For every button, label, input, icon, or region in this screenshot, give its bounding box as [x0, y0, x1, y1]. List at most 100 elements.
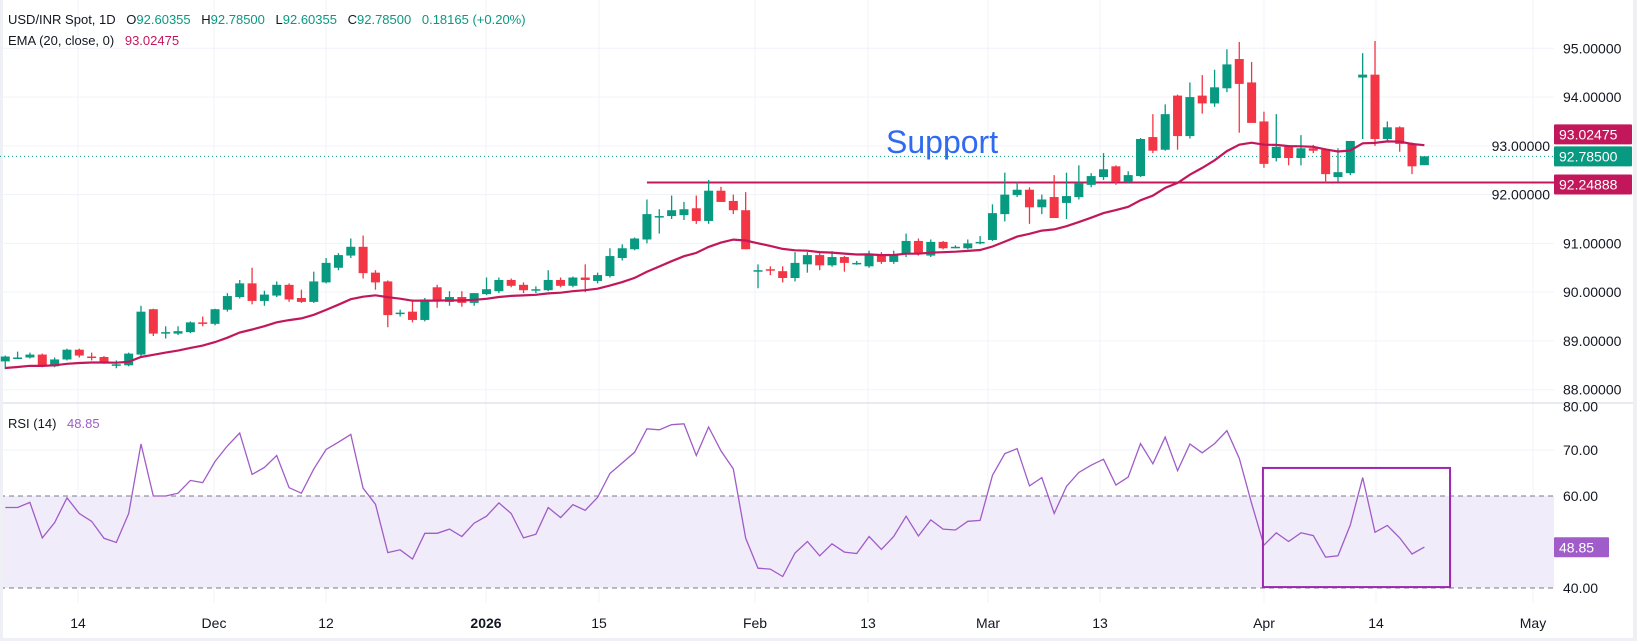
candle-down[interactable]: [913, 240, 923, 255]
support-price-tag[interactable]: [1554, 174, 1632, 195]
candle-down[interactable]: [1197, 95, 1207, 104]
candle-up[interactable]: [25, 354, 35, 358]
candle-up[interactable]: [0, 356, 10, 362]
candle-down[interactable]: [87, 356, 97, 359]
candle-up[interactable]: [1012, 189, 1022, 196]
candle-down[interactable]: [1407, 143, 1417, 167]
candle-up[interactable]: [753, 270, 763, 272]
candle-down[interactable]: [358, 246, 368, 274]
candle-up[interactable]: [1037, 199, 1047, 208]
candle-up[interactable]: [1000, 194, 1010, 215]
candle-down[interactable]: [506, 279, 516, 286]
candle-down[interactable]: [1111, 166, 1121, 182]
candle-up[interactable]: [531, 289, 541, 291]
candle-down[interactable]: [741, 210, 751, 250]
candle-up[interactable]: [1296, 148, 1306, 159]
candle-down[interactable]: [148, 309, 158, 334]
candle-down[interactable]: [1049, 197, 1059, 219]
candle-up[interactable]: [852, 262, 862, 265]
candle-down[interactable]: [691, 208, 701, 221]
candle-up[interactable]: [642, 214, 652, 240]
candle-up[interactable]: [1086, 176, 1096, 185]
candle-down[interactable]: [1321, 149, 1331, 175]
candle-up[interactable]: [494, 279, 504, 292]
candle-down[interactable]: [247, 283, 257, 301]
candle-down[interactable]: [815, 255, 825, 266]
candle-up[interactable]: [593, 275, 603, 281]
candle-down[interactable]: [765, 269, 775, 271]
ema-price-tag[interactable]: [1554, 124, 1632, 145]
candle-up[interactable]: [136, 311, 146, 355]
candle-up[interactable]: [1419, 156, 1429, 166]
candle-down[interactable]: [1395, 127, 1405, 144]
candle-up[interactable]: [124, 353, 134, 366]
candle-up[interactable]: [926, 241, 936, 256]
candle-up[interactable]: [13, 357, 23, 360]
candle-up[interactable]: [1062, 196, 1071, 203]
candle-down[interactable]: [1370, 74, 1380, 140]
candle-up[interactable]: [50, 359, 60, 367]
candle-down[interactable]: [728, 200, 738, 211]
candle-up[interactable]: [790, 262, 800, 279]
candle-down[interactable]: [1234, 59, 1244, 84]
candle-up[interactable]: [469, 293, 479, 303]
candle-up[interactable]: [617, 248, 627, 259]
candle-down[interactable]: [74, 349, 84, 356]
candle-up[interactable]: [605, 256, 615, 277]
candle-down[interactable]: [519, 284, 529, 291]
candle-up[interactable]: [1185, 97, 1195, 137]
candle-up[interactable]: [1382, 127, 1392, 140]
candle-down[interactable]: [1308, 148, 1318, 151]
candle-up[interactable]: [975, 241, 985, 244]
candle-up[interactable]: [901, 240, 911, 255]
candle-up[interactable]: [272, 284, 282, 296]
candle-up[interactable]: [1271, 146, 1281, 159]
candle-up[interactable]: [963, 243, 973, 249]
candle-up[interactable]: [1222, 64, 1232, 89]
candle-up[interactable]: [222, 296, 232, 310]
candle-down[interactable]: [1259, 121, 1269, 164]
last-price-tag[interactable]: [1554, 146, 1632, 167]
candle-down[interactable]: [1148, 137, 1158, 151]
candle-up[interactable]: [111, 364, 121, 366]
candle-down[interactable]: [284, 284, 294, 300]
candle-down[interactable]: [1284, 146, 1294, 159]
rsi-legend[interactable]: RSI (14) 48.85: [8, 416, 100, 431]
candle-up[interactable]: [1099, 169, 1109, 178]
rsi-highlight-box[interactable]: [1261, 466, 1452, 589]
candle-up[interactable]: [827, 257, 837, 266]
candle-up[interactable]: [987, 213, 997, 240]
candle-up[interactable]: [802, 255, 812, 265]
candle-down[interactable]: [37, 354, 47, 367]
candle-down[interactable]: [580, 277, 590, 280]
candle-down[interactable]: [370, 272, 380, 283]
candle-down[interactable]: [296, 298, 306, 302]
candle-up[interactable]: [161, 332, 171, 334]
candle-up[interactable]: [235, 283, 245, 298]
rsi-line[interactable]: [5, 423, 1425, 578]
candle-up[interactable]: [1123, 175, 1133, 182]
candle-down[interactable]: [99, 357, 109, 363]
candle-up[interactable]: [259, 294, 269, 301]
candle-up[interactable]: [346, 246, 356, 256]
candle-down[interactable]: [1024, 189, 1034, 208]
candle-up[interactable]: [420, 299, 430, 320]
candle-up[interactable]: [630, 238, 640, 250]
rsi-value-tag[interactable]: [1554, 537, 1609, 558]
candle-up[interactable]: [654, 216, 664, 218]
ema-legend[interactable]: EMA (20, close, 0) 93.02475: [8, 33, 179, 48]
candle-up[interactable]: [210, 309, 220, 324]
candle-up[interactable]: [704, 190, 714, 221]
symbol-title[interactable]: USD/INR Spot, 1D: [8, 12, 116, 27]
candle-up[interactable]: [309, 281, 319, 302]
candle-down[interactable]: [938, 241, 948, 249]
candle-down[interactable]: [556, 279, 566, 286]
ema-line[interactable]: [5, 140, 1425, 370]
candle-down[interactable]: [876, 254, 886, 262]
candle-up[interactable]: [667, 210, 677, 217]
candle-up[interactable]: [62, 349, 72, 360]
candle-up[interactable]: [1160, 114, 1170, 150]
candle-up[interactable]: [482, 289, 492, 295]
